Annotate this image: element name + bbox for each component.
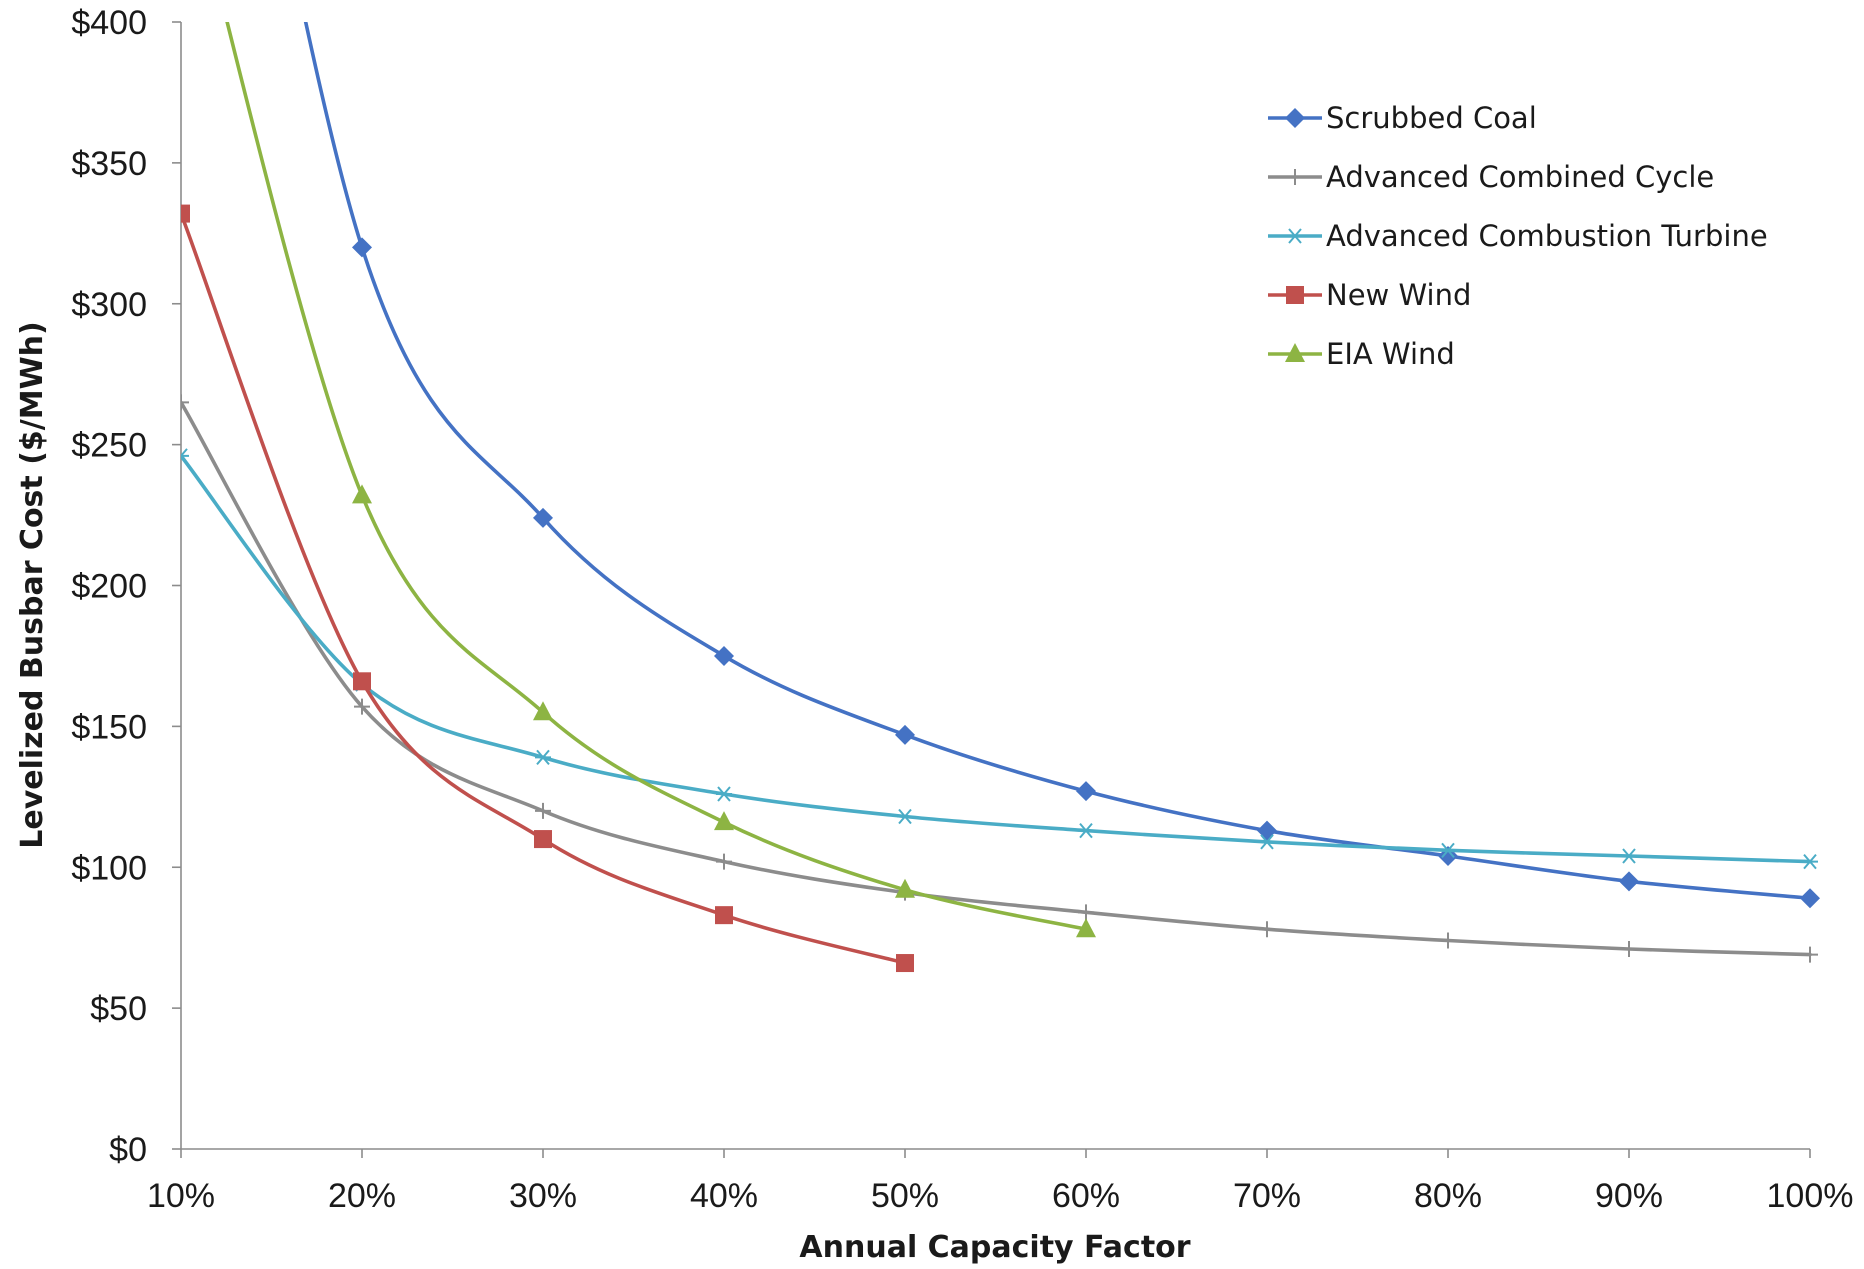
series-new-wind	[181, 204, 914, 973]
series-line-advanced-combustion-turbine	[181, 454, 1812, 864]
data-point-eia-wind	[533, 701, 553, 721]
x-tick-label: 60%	[1052, 1177, 1120, 1215]
data-point-scrubbed-coal	[1619, 871, 1639, 892]
legend-item-eia-wind: EIA Wind	[1268, 337, 1455, 371]
x-tick-label: 100%	[1767, 1177, 1854, 1215]
series-advanced-combined-cycle	[181, 394, 1818, 963]
data-point-scrubbed-coal	[714, 645, 734, 666]
data-point-advanced-combined-cycle	[1802, 946, 1818, 963]
data-point-eia-wind	[1076, 918, 1096, 938]
data-point-advanced-combustion-turbine	[1440, 842, 1456, 858]
legend-label: New Wind	[1326, 278, 1471, 312]
data-point-new-wind	[353, 672, 371, 691]
series-scrubbed-coal	[303, 22, 1820, 909]
x-tick-label: 50%	[871, 1177, 939, 1215]
data-point-new-wind	[534, 830, 552, 849]
x-ticks: 10% 20% 30% 40% 50% 60% 70% 80% 90% 100%	[147, 1149, 1854, 1215]
legend-label: EIA Wind	[1326, 337, 1455, 371]
y-tick-label: $350	[71, 145, 147, 183]
data-point-advanced-combustion-turbine	[897, 808, 913, 825]
legend-item-new-wind: New Wind	[1268, 278, 1471, 312]
data-point-new-wind	[896, 954, 914, 973]
data-point-advanced-combustion-turbine	[1802, 853, 1818, 870]
y-tick-label: $250	[71, 427, 147, 465]
data-point-scrubbed-coal	[1800, 888, 1820, 909]
x-tick-label: 80%	[1414, 1177, 1482, 1215]
x-tick-label: 70%	[1233, 1177, 1301, 1215]
data-point-advanced-combined-cycle	[716, 853, 732, 870]
data-point-advanced-combustion-turbine	[1078, 822, 1094, 839]
legend: Scrubbed Coal Advanced Combined Cycle Adva…	[1268, 101, 1768, 371]
series-line-new-wind	[181, 211, 907, 965]
legend-item-advanced-combined-cycle: Advanced Combined Cycle	[1268, 160, 1714, 194]
data-point-advanced-combined-cycle	[1621, 940, 1637, 957]
data-point-scrubbed-coal	[895, 724, 915, 745]
y-tick-label: $0	[109, 1131, 147, 1169]
y-tick-label: $150	[71, 708, 147, 746]
series-layer	[181, 22, 1820, 973]
legend-label: Scrubbed Coal	[1326, 101, 1537, 135]
data-point-scrubbed-coal	[533, 507, 553, 528]
data-point-advanced-combustion-turbine	[1621, 848, 1637, 864]
data-point-eia-wind	[895, 878, 915, 898]
data-point-scrubbed-coal	[1076, 781, 1096, 802]
legend-label: Advanced Combined Cycle	[1326, 160, 1714, 194]
data-point-scrubbed-coal	[352, 237, 372, 258]
series-advanced-combustion-turbine	[181, 448, 1818, 870]
legend-swatch-marker	[1285, 343, 1305, 362]
legend-label: Advanced Combustion Turbine	[1326, 219, 1768, 253]
x-tick-label: 30%	[509, 1177, 577, 1215]
data-point-new-wind	[715, 906, 733, 925]
y-tick-label: $50	[90, 990, 147, 1028]
legend-item-scrubbed-coal: Scrubbed Coal	[1268, 101, 1537, 135]
y-tick-label: $400	[71, 4, 147, 42]
y-axis-title: Levelized Busbar Cost ($/MWh)	[15, 321, 50, 849]
data-point-advanced-combined-cycle	[1440, 932, 1456, 949]
y-ticks: $0 $50 $100 $150 $200 $250 $300 $350 $400	[71, 4, 181, 1169]
legend-swatch-marker	[1287, 228, 1303, 244]
x-tick-label: 20%	[328, 1177, 396, 1215]
series-line-scrubbed-coal	[303, 22, 1812, 900]
series-eia-wind	[225, 22, 1096, 938]
data-point-advanced-combustion-turbine	[181, 448, 189, 464]
legend-swatch-marker	[1286, 286, 1304, 304]
x-tick-label: 40%	[690, 1177, 758, 1215]
data-point-advanced-combustion-turbine	[535, 749, 551, 766]
data-point-new-wind	[181, 204, 190, 223]
data-point-scrubbed-coal	[1257, 820, 1277, 841]
y-tick-label: $100	[71, 849, 147, 887]
legend-swatch-marker	[1285, 108, 1305, 128]
data-point-advanced-combined-cycle	[354, 698, 370, 715]
y-tick-label: $300	[71, 286, 147, 324]
legend-swatch-marker	[1287, 169, 1303, 185]
y-tick-label: $200	[71, 568, 147, 606]
x-tick-label: 10%	[147, 1177, 215, 1215]
series-line-advanced-combined-cycle	[181, 400, 1812, 957]
data-point-advanced-combined-cycle	[1259, 921, 1275, 938]
series-line-eia-wind	[225, 22, 1088, 931]
data-point-advanced-combined-cycle	[1078, 904, 1094, 921]
legend-item-advanced-combustion-turbine: Advanced Combustion Turbine	[1268, 219, 1768, 253]
data-point-advanced-combustion-turbine	[1259, 834, 1275, 850]
data-point-advanced-combustion-turbine	[716, 786, 732, 802]
x-tick-label: 90%	[1595, 1177, 1663, 1215]
data-point-advanced-combined-cycle	[181, 394, 189, 411]
data-point-eia-wind	[714, 811, 734, 831]
x-axis-title: Annual Capacity Factor	[799, 1230, 1190, 1265]
data-point-eia-wind	[352, 484, 372, 504]
data-point-advanced-combined-cycle	[535, 802, 551, 819]
